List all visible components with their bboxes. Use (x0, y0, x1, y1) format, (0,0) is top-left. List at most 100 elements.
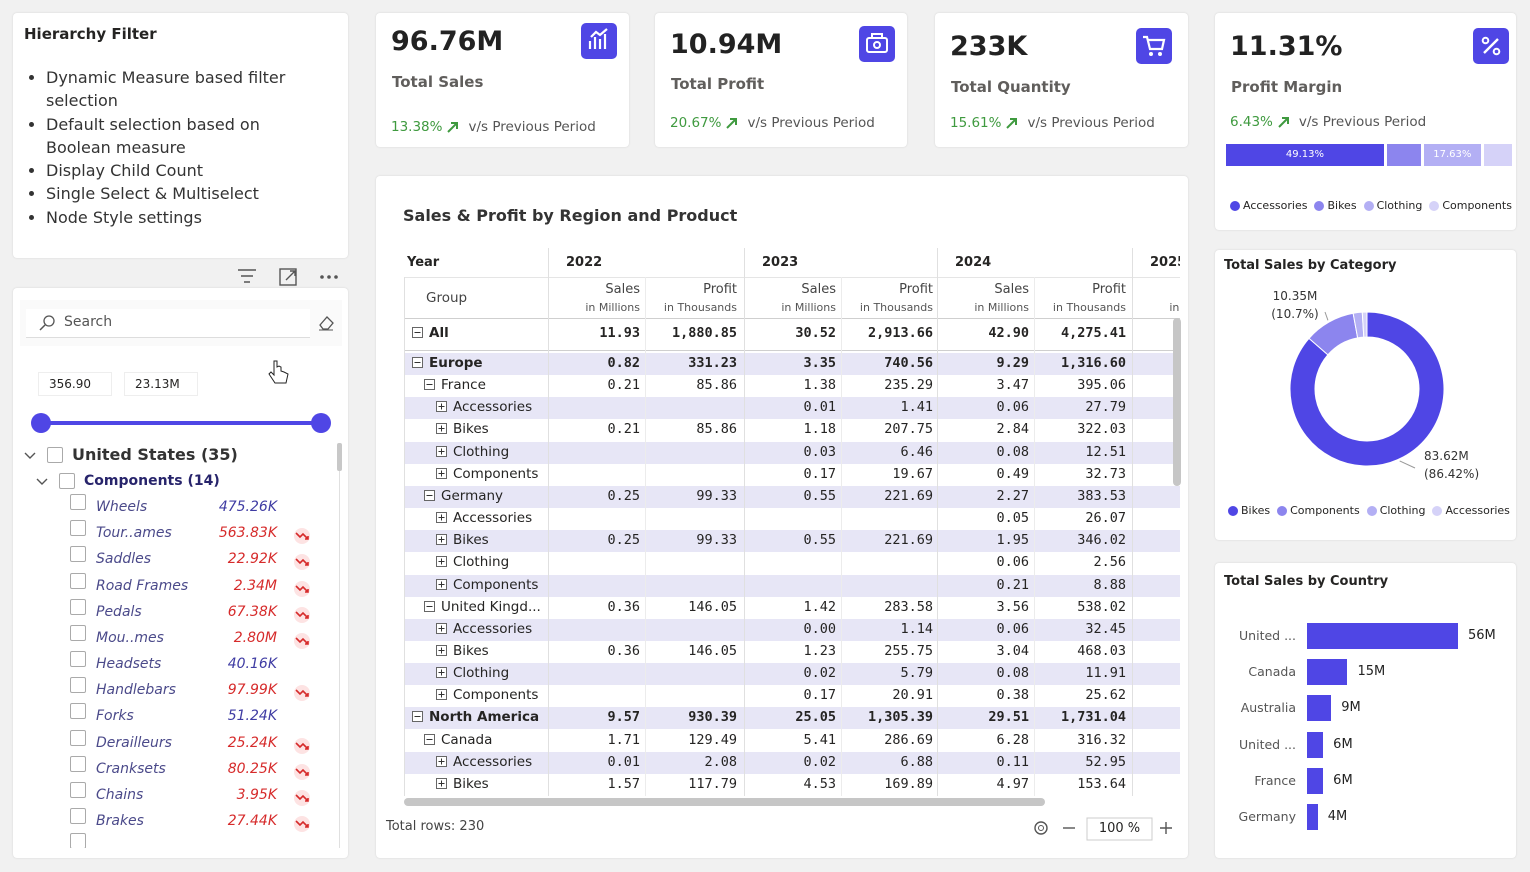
checkbox[interactable] (70, 808, 86, 825)
expand-toggle[interactable] (424, 600, 435, 612)
trend-down-icon (294, 606, 310, 623)
expand-toggle[interactable] (436, 512, 447, 524)
segment-label: 17.63% (1433, 149, 1472, 160)
cell-value: 235.29 (884, 377, 933, 394)
checkbox[interactable] (70, 494, 86, 510)
range-slider[interactable] (26, 408, 338, 438)
checkbox[interactable] (70, 781, 86, 798)
expand-toggle[interactable] (436, 777, 447, 789)
leader-line (1324, 311, 1329, 321)
kpi-change-row: 6.43% v/s Previous Period (1230, 114, 1426, 130)
cursor (268, 360, 289, 384)
country-card (1215, 563, 1516, 858)
expand-chevron[interactable] (36, 478, 48, 486)
cell-value: 1,305.39 (867, 709, 933, 726)
legend-item: Components (1429, 199, 1512, 212)
filter-title: Hierarchy Filter (24, 25, 157, 43)
measure-name: Profit (1092, 282, 1126, 297)
checkbox[interactable] (70, 572, 86, 589)
cell-value: 1.23 (803, 642, 836, 659)
expand-toggle[interactable] (412, 327, 423, 338)
cell-value: 99.33 (696, 532, 737, 549)
clear-icon[interactable] (316, 313, 336, 333)
checkbox[interactable] (70, 598, 86, 615)
expand-toggle[interactable] (436, 445, 447, 457)
kpi-change: 15.61% (950, 115, 1002, 131)
expand-toggle[interactable] (412, 711, 423, 723)
cell-value: 30.52 (795, 325, 836, 341)
cell-value: 0.55 (803, 532, 836, 549)
legend-item: Clothing (1366, 504, 1426, 517)
cell-value: 29.51 (988, 709, 1029, 726)
expand-toggle[interactable] (436, 401, 447, 413)
checkbox[interactable] (70, 703, 86, 720)
expand-toggle[interactable] (424, 733, 435, 745)
tree-root: United States (35) (72, 445, 238, 464)
expand-toggle[interactable] (436, 556, 447, 568)
cell-value: 25.05 (795, 709, 836, 726)
tree-item-name: Derailleurs (96, 734, 172, 751)
checkbox[interactable] (70, 677, 86, 694)
checkbox[interactable] (70, 833, 86, 848)
checkbox[interactable] (70, 651, 86, 668)
checkbox[interactable] (70, 624, 86, 641)
tree-scrollbar[interactable] (337, 443, 342, 471)
kpi-icon (859, 26, 895, 62)
search-icon (39, 315, 55, 331)
row-label: All (429, 325, 449, 341)
cell-value: 0.02 (803, 753, 836, 770)
checkbox[interactable] (47, 447, 63, 463)
checkbox[interactable] (70, 546, 86, 563)
expand-toggle[interactable] (436, 689, 447, 701)
legend-dot (1429, 200, 1440, 211)
cell-value: 322.03 (1077, 421, 1126, 438)
expand-toggle[interactable] (424, 379, 435, 391)
expand-toggle[interactable] (436, 622, 447, 634)
expand-toggle[interactable] (436, 467, 447, 479)
cell-value: 0.82 (607, 355, 640, 371)
table-v-scrollbar[interactable] (1173, 318, 1181, 486)
expand-toggle[interactable] (424, 489, 435, 501)
year-label: 2025 (1150, 255, 1180, 270)
expand-toggle[interactable] (436, 667, 447, 679)
cell-value: 4.53 (803, 775, 836, 792)
kpi-label: Total Quantity (951, 78, 1071, 96)
row-label: Bikes (453, 775, 489, 792)
checkbox[interactable] (70, 729, 86, 746)
up-arrow (1006, 118, 1018, 129)
cell-value: 32.45 (1085, 620, 1126, 637)
cell-value: 930.39 (688, 709, 737, 726)
checkbox[interactable] (59, 473, 75, 489)
kpi-icon (1136, 28, 1172, 64)
expand-toggle[interactable] (436, 423, 447, 435)
expand-chevron[interactable] (24, 452, 36, 460)
expand-toggle[interactable] (436, 644, 447, 656)
col-line (744, 248, 745, 796)
cell-value: 286.69 (884, 731, 933, 748)
legend-label: Clothing (1379, 504, 1426, 517)
range-max[interactable]: 23.13M (124, 372, 198, 396)
cell-value: 6.88 (900, 753, 933, 770)
expand-toggle[interactable] (436, 534, 447, 546)
trend-down-icon (294, 632, 310, 649)
leader-line (1399, 460, 1416, 469)
expand-toggle[interactable] (412, 357, 423, 368)
table-h-scrollbar[interactable] (404, 798, 1045, 806)
row-label: Clothing (453, 665, 510, 682)
search-box[interactable] (26, 309, 310, 338)
expand-toggle[interactable] (436, 755, 447, 767)
trend-down-icon (294, 789, 310, 806)
zoom-controls[interactable] (1030, 816, 1180, 842)
up-arrow (726, 118, 738, 129)
cell-value: 99.33 (696, 487, 737, 504)
country-label: Germany (1238, 809, 1296, 824)
tree-item-value: 3.95K (236, 786, 277, 803)
checkbox[interactable] (70, 520, 86, 537)
row-label: Accessories (453, 399, 533, 416)
range-min[interactable]: 356.90 (38, 372, 112, 396)
measure-name: Sales (801, 282, 836, 297)
expand-toggle[interactable] (436, 578, 447, 590)
measure-unit: in Millions (1169, 301, 1180, 314)
checkbox[interactable] (70, 755, 86, 772)
visual-toolbar[interactable] (230, 264, 345, 290)
